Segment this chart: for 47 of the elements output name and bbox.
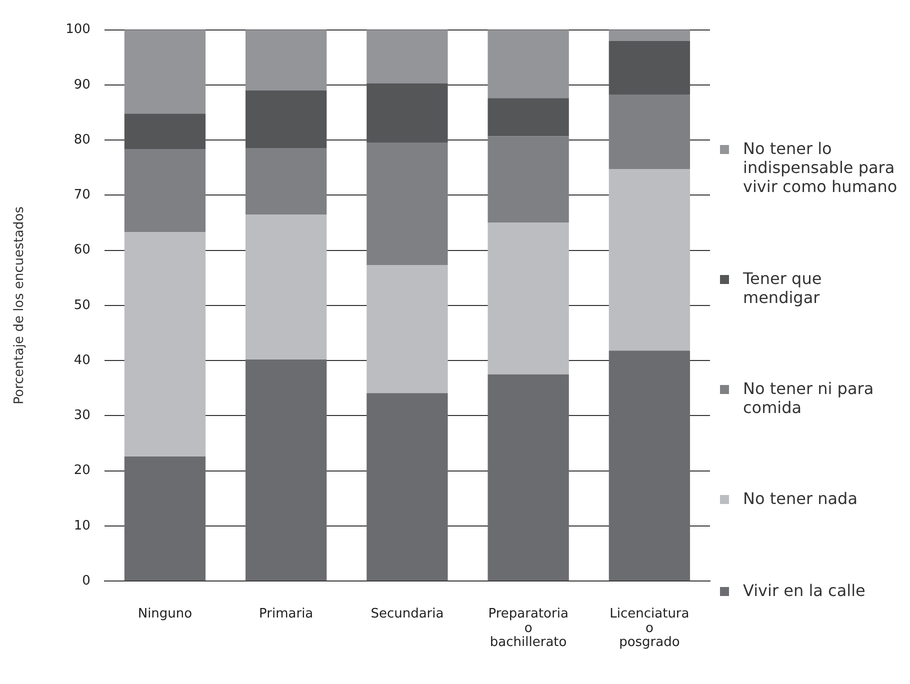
y-tick-label: 60	[74, 242, 90, 258]
legend-label: Tener que mendigar	[743, 268, 823, 307]
legend-label: No tener nada	[743, 489, 858, 508]
y-tick-label: 10	[74, 518, 90, 534]
bar	[124, 114, 206, 150]
x-tick-label: Ninguno	[138, 606, 192, 622]
bar	[124, 232, 206, 457]
bar	[608, 30, 690, 41]
bar	[488, 374, 569, 581]
y-tick-label: 0	[82, 573, 90, 588]
bar	[366, 393, 448, 581]
bar	[246, 214, 327, 360]
bar	[366, 265, 448, 394]
y-tick-label: 30	[74, 408, 90, 424]
bar	[246, 90, 327, 148]
bar	[246, 30, 327, 90]
bar	[246, 148, 327, 214]
y-tick-label: 70	[74, 188, 90, 203]
bar	[488, 136, 569, 223]
bar	[488, 222, 569, 374]
bar	[246, 359, 327, 581]
y-tick-label: 50	[74, 298, 90, 313]
bar	[366, 83, 448, 143]
y-tick-label: 40	[74, 352, 90, 368]
legend-label: Vivir en la calle	[743, 580, 866, 600]
bar	[488, 30, 569, 98]
bar	[608, 94, 690, 170]
bar	[608, 350, 690, 581]
bar	[608, 40, 690, 95]
x-tick-label: Primaria	[259, 606, 314, 622]
bar	[608, 169, 690, 351]
y-tick-label: 80	[74, 132, 90, 148]
bar	[366, 30, 448, 84]
bar	[488, 98, 569, 136]
bar	[124, 30, 206, 114]
x-tick-label: Preparatoria o bachillerato	[488, 606, 568, 650]
bar	[124, 149, 206, 232]
legend-label: No tener lo indispensable para vivir como humano	[743, 139, 898, 196]
legend-label: No tener ni para comida	[743, 378, 875, 417]
y-axis-title: Porcentaje de los encuestados	[12, 206, 28, 404]
x-tick-label: Licenciatura o posgrado	[610, 606, 690, 650]
y-tick-label: 20	[74, 463, 90, 478]
bar	[366, 142, 448, 266]
bar	[124, 456, 206, 581]
x-tick-label: Secundaria	[370, 606, 444, 622]
y-tick-label: 100	[66, 22, 90, 38]
y-tick-label: 90	[74, 77, 90, 92]
